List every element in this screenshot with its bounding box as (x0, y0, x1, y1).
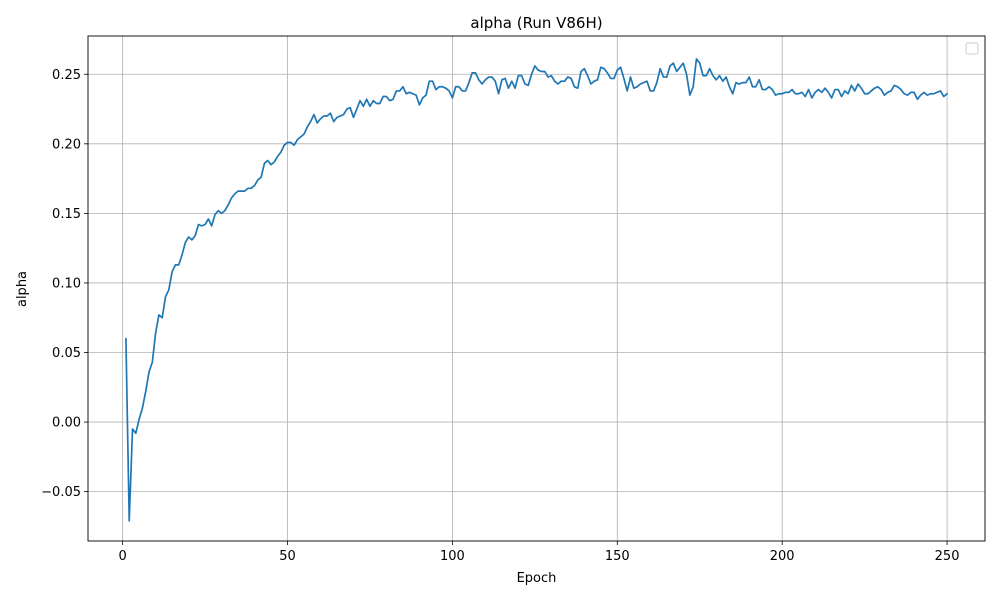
x-tick-label: 150 (605, 549, 630, 564)
chart-title: alpha (Run V86H) (470, 14, 602, 32)
x-tick-label: 250 (935, 549, 960, 564)
y-axis-label: alpha (15, 271, 30, 307)
axes-frame (87, 35, 986, 542)
y-tick-label: 0.15 (52, 207, 81, 222)
y-tick-label: 0.25 (52, 68, 81, 83)
x-tick-label: 100 (440, 549, 465, 564)
x-axis-label: Epoch (517, 571, 557, 586)
x-tick-label: 0 (118, 549, 126, 564)
y-tick-label: 0.05 (52, 346, 81, 361)
grid (88, 36, 985, 541)
plot-series (125, 58, 948, 522)
y-tick-label: 0.10 (52, 276, 81, 291)
y-tick-label: −0.05 (41, 485, 81, 500)
y-tick-label: 0.00 (52, 416, 81, 431)
legend-box (965, 42, 979, 55)
x-tick-label: 50 (279, 549, 296, 564)
x-tick-label: 200 (770, 549, 795, 564)
y-tick-label: 0.20 (52, 137, 81, 152)
alpha-series-line (125, 58, 948, 522)
axis-ticks: 0 50 100 150 200 250 −0.05 0.00 0.05 0.10 0.15 0.20… (41, 68, 959, 564)
